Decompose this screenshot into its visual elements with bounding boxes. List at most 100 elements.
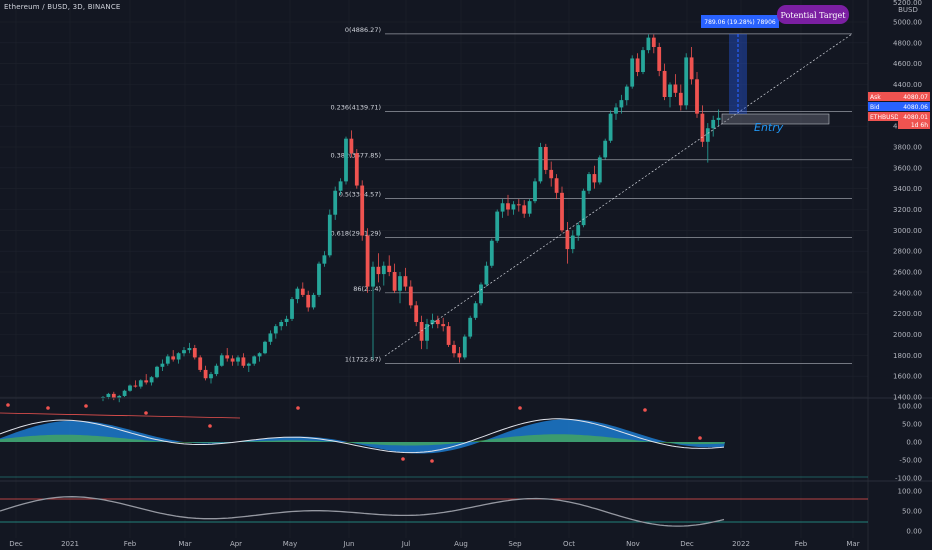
- osc1-tick-label: 50.00: [902, 421, 922, 429]
- candle-body: [597, 157, 602, 183]
- candle-body: [214, 365, 219, 375]
- signal-dot: [643, 408, 647, 412]
- candle: [122, 389, 127, 397]
- candle: [192, 344, 197, 360]
- price-axis[interactable]: 1400.00 1600.00 1800.00 2000.00 2200.00 2400.…: [893, 0, 922, 536]
- candle-body: [689, 57, 694, 80]
- time-tick-label: Oct: [563, 540, 575, 548]
- signal-dot: [518, 406, 522, 410]
- candle-body: [673, 84, 678, 93]
- candle: [678, 84, 683, 111]
- entry-box[interactable]: [721, 113, 830, 125]
- candle: [268, 330, 273, 345]
- candle-body: [624, 86, 629, 101]
- price-tick-label: 3200.00: [893, 206, 922, 214]
- candle-body: [651, 37, 656, 47]
- candle: [430, 313, 435, 329]
- time-tick-label: Dec: [9, 540, 23, 548]
- price-tick-label: 1600.00: [893, 373, 922, 381]
- candle-body: [138, 380, 143, 387]
- candle: [306, 290, 311, 312]
- candle-body: [554, 178, 559, 193]
- candle-body: [549, 169, 554, 179]
- candle: [176, 352, 181, 364]
- candle-body: [344, 138, 348, 182]
- candle-body: [133, 385, 138, 387]
- candle: [657, 42, 662, 77]
- chart-title: Ethereum / BUSD, 3D, BINANCE: [4, 3, 121, 11]
- price-tick-label: 4400.00: [893, 81, 922, 89]
- price-tick-label: 1400.00: [893, 394, 922, 402]
- candle: [155, 365, 159, 379]
- time-tick-label: Jul: [401, 540, 411, 548]
- candle-body: [306, 294, 311, 308]
- candle-body: [311, 294, 316, 308]
- fib-retracement-tool[interactable]: 0(4886.27)0.236(4139.71)0.382(3677.85)0.…: [330, 26, 852, 364]
- candle-body: [273, 326, 278, 334]
- candle-body: [149, 377, 154, 383]
- candle-body: [435, 319, 440, 325]
- candle: [468, 315, 473, 339]
- candle-body: [587, 174, 591, 191]
- price-tag-name: Ask: [870, 94, 881, 101]
- candle-body: [322, 255, 327, 264]
- signal-dot: [46, 406, 50, 410]
- price-tag-value: 4080.01: [903, 114, 928, 121]
- candle-body: [257, 353, 262, 357]
- candle-body: [619, 100, 624, 108]
- candle: [279, 319, 284, 331]
- candle-body: [635, 58, 640, 72]
- candle-body: [576, 225, 581, 236]
- candle: [576, 222, 581, 241]
- candle: [646, 34, 651, 54]
- time-tick-label: Nov: [626, 540, 640, 548]
- candle: [522, 200, 527, 218]
- grid-layer: [0, 0, 869, 550]
- candle: [403, 267, 408, 291]
- candle: [651, 34, 656, 54]
- candle: [133, 380, 138, 388]
- potential-target-bubble[interactable]: [777, 5, 849, 24]
- price-tag-sub-bg: [898, 121, 930, 129]
- candle: [333, 186, 338, 220]
- candle: [419, 315, 424, 350]
- fib-level-label: 86(2...4): [353, 285, 381, 293]
- time-tick-label: 2022: [732, 540, 750, 548]
- candle-body: [462, 336, 467, 358]
- candle-body: [246, 363, 251, 366]
- candle-body: [392, 272, 397, 291]
- candle-body: [581, 190, 586, 226]
- candle: [165, 354, 170, 366]
- price-tag-name-bg: [868, 112, 898, 121]
- candle: [608, 110, 613, 143]
- time-axis[interactable]: Dec 2021 Feb Mar Apr May Jun Jul Aug Sep Oct Nov Dec…: [9, 540, 859, 548]
- time-tick-label: Dec: [680, 540, 694, 548]
- candle: [700, 105, 705, 147]
- price-tag-value-bg: [898, 112, 930, 121]
- price-tag-value-bg: [898, 102, 930, 111]
- candle: [705, 123, 710, 163]
- candle-body: [484, 265, 489, 285]
- candle-body: [106, 393, 111, 397]
- candle: [484, 261, 489, 287]
- candle: [506, 194, 510, 216]
- candle-body: [641, 50, 645, 72]
- candle: [182, 347, 186, 357]
- candle: [117, 394, 122, 403]
- candle: [246, 362, 251, 372]
- candle-body: [381, 265, 386, 275]
- candle: [457, 347, 462, 363]
- trendline[interactable]: [384, 33, 853, 357]
- time-tick-label: Feb: [124, 540, 137, 548]
- time-tick-label: Aug: [454, 540, 468, 548]
- candle-body: [230, 358, 235, 362]
- candle-body: [252, 356, 257, 364]
- candle: [225, 348, 230, 362]
- candle: [619, 94, 624, 114]
- divergence-line: [0, 412, 241, 419]
- candle: [565, 222, 570, 264]
- candle-body: [441, 324, 446, 327]
- candle: [689, 47, 694, 85]
- candle-body: [295, 288, 300, 300]
